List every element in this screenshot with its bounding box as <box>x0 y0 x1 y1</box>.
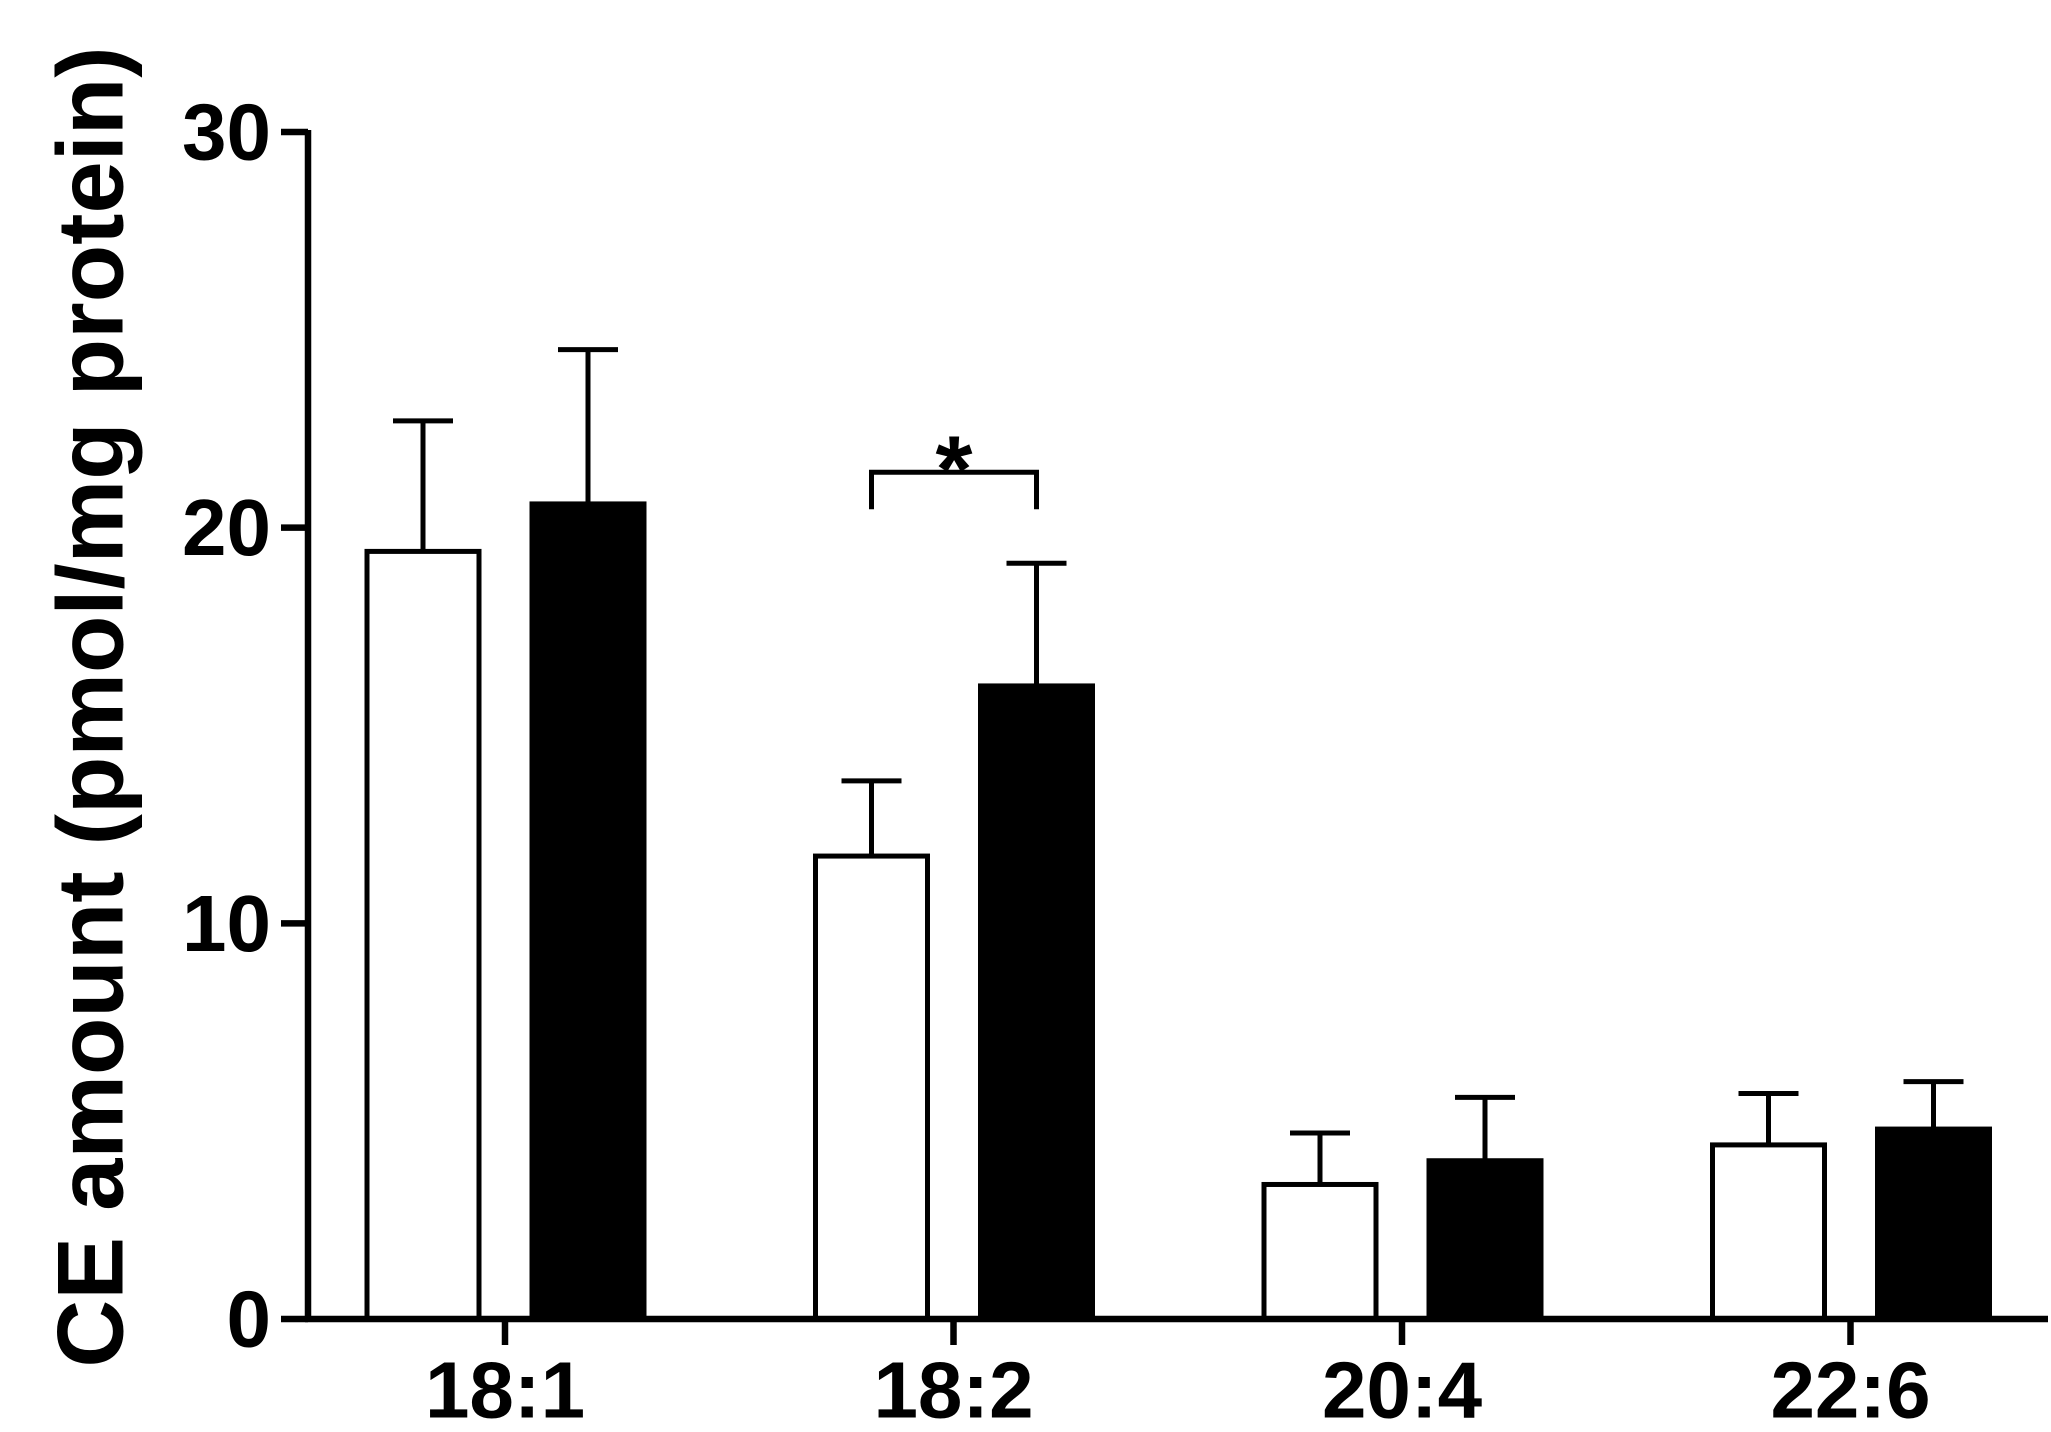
bar <box>1710 1142 1827 1322</box>
x-tick-label: 20:4 <box>1322 1346 1483 1432</box>
x-tick-label: 22:6 <box>1770 1346 1930 1432</box>
bar <box>529 501 647 1322</box>
x-tick-label: 18:1 <box>425 1346 585 1432</box>
plot-area: 0 10 20 30 18:1 18:2 20:4 22:6 * <box>182 88 1992 1432</box>
y-tick-label: 0 <box>227 1275 272 1364</box>
significance-bracket <box>869 469 1039 510</box>
bar <box>1875 1126 1992 1322</box>
y-axis-label: CE amount (pmol/mg protein) <box>38 46 143 1367</box>
bar <box>813 853 930 1322</box>
y-tick-label: 30 <box>182 88 271 177</box>
y-tick-label: 10 <box>182 879 271 968</box>
bar <box>1261 1181 1379 1322</box>
y-tick-label: 20 <box>182 483 271 572</box>
bar <box>978 683 1095 1322</box>
bar <box>1426 1158 1544 1322</box>
significance-asterisk: * <box>936 416 973 522</box>
x-tick-label: 18:2 <box>873 1346 1033 1432</box>
bar <box>364 548 482 1322</box>
